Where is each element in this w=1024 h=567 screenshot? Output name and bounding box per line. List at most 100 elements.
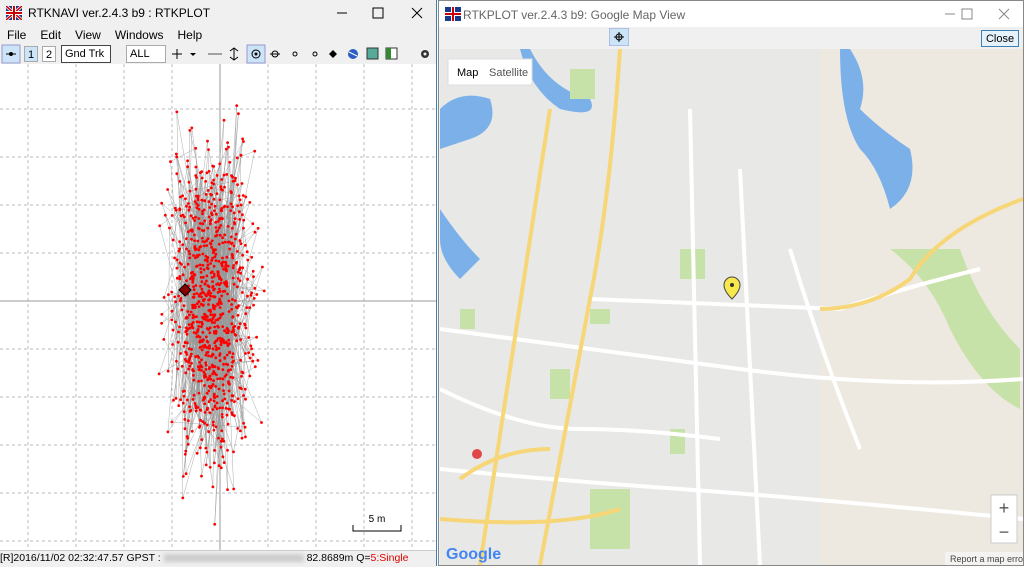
track-point: [183, 427, 187, 431]
menu-item[interactable]: Help: [177, 28, 203, 42]
track-point: [236, 270, 240, 274]
track-point: [211, 485, 215, 489]
track-point: [230, 394, 234, 398]
track-point: [230, 411, 234, 415]
track-point: [215, 348, 218, 352]
track-point: [191, 216, 195, 220]
track-point: [222, 461, 226, 464]
track-point: [212, 274, 216, 278]
track-point: [221, 455, 225, 459]
track-point: [218, 316, 222, 320]
track-point: [204, 446, 208, 450]
track-point: [229, 235, 233, 239]
menu-item[interactable]: Edit: [40, 28, 62, 42]
track-point: [241, 266, 245, 270]
track-point: [208, 206, 212, 209]
track-point: [209, 219, 212, 223]
track-point: [234, 232, 238, 236]
track-point: [200, 379, 203, 383]
menu-item[interactable]: View: [75, 28, 101, 42]
location-pin[interactable]: [723, 276, 741, 300]
zoom-out[interactable]: −: [999, 522, 1010, 542]
track-point: [234, 299, 237, 302]
track-point: [178, 208, 182, 212]
track-point: [220, 313, 223, 317]
track-point: [195, 451, 199, 455]
track-point: [198, 263, 202, 267]
track-point: [206, 378, 210, 382]
track-point: [198, 227, 201, 231]
track-point: [203, 240, 207, 244]
track-point: [221, 256, 224, 260]
track-point: [198, 365, 202, 369]
track-point: [218, 377, 222, 380]
track-point: [188, 409, 192, 413]
track-point: [200, 325, 203, 328]
track-point: [203, 421, 207, 425]
track-point: [194, 406, 198, 410]
status-quality-label: Q=: [356, 552, 371, 564]
track-point: [221, 437, 224, 441]
track-point: [237, 112, 240, 116]
map-tab[interactable]: Satellite: [489, 67, 528, 79]
track-point: [185, 359, 188, 363]
toolbar-icons[interactable]: [0, 44, 437, 64]
track-point: [248, 356, 252, 360]
track-point: [226, 488, 229, 491]
track-point: [210, 186, 213, 190]
track-point: [196, 328, 200, 331]
menu-item[interactable]: File: [7, 28, 27, 42]
window-controls[interactable]: [320, 0, 437, 26]
report-link[interactable]: Report a map error: [950, 554, 1023, 564]
track-point: [239, 203, 243, 207]
track-point: [192, 292, 196, 296]
track-point: [221, 399, 225, 403]
track-point: [215, 401, 219, 405]
plot-type-select[interactable]: Gnd Trk: [61, 45, 111, 63]
track-point: [230, 242, 233, 246]
track-point: [207, 293, 211, 296]
track-point: [253, 365, 257, 369]
menu-item[interactable]: Windows: [114, 28, 164, 42]
zoom-in[interactable]: +: [999, 498, 1010, 518]
toolbar-button[interactable]: 1: [24, 46, 38, 62]
track-point: [191, 274, 194, 278]
track-point: [188, 129, 192, 132]
track-point: [218, 406, 222, 410]
track-point: [215, 233, 219, 237]
track-point: [187, 180, 191, 184]
track-point: [208, 344, 211, 348]
track-point: [214, 252, 218, 256]
track-point: [225, 401, 229, 405]
track-point: [194, 332, 198, 335]
track-point: [244, 243, 247, 247]
window-controls[interactable]: [939, 1, 1023, 27]
track-point: [232, 487, 236, 491]
toolbar-button[interactable]: 2: [42, 46, 56, 62]
track-point: [238, 322, 242, 325]
track-point: [212, 197, 216, 201]
map-tab[interactable]: Map: [457, 67, 478, 79]
track-point: [239, 271, 243, 275]
center-button[interactable]: [609, 28, 629, 46]
track-point: [171, 343, 175, 346]
track-point: [227, 145, 230, 149]
track-point: [169, 160, 172, 163]
track-point: [214, 226, 218, 229]
track-point: [196, 255, 199, 259]
solution-select[interactable]: ALL: [126, 45, 166, 63]
track-point: [209, 294, 213, 298]
track-point: [179, 299, 182, 303]
close-button[interactable]: Close: [981, 30, 1019, 47]
map-view[interactable]: Map Satellite + − Google Report a map er…: [440, 49, 1023, 565]
track-point: [201, 420, 205, 423]
track-point: [186, 341, 189, 345]
track-point: [218, 217, 222, 221]
track-point: [207, 303, 210, 306]
track-point: [205, 171, 209, 175]
track-point: [231, 355, 234, 359]
track-point: [244, 195, 248, 199]
track-point: [187, 208, 191, 212]
track-point: [204, 193, 208, 196]
track-point: [251, 222, 255, 226]
